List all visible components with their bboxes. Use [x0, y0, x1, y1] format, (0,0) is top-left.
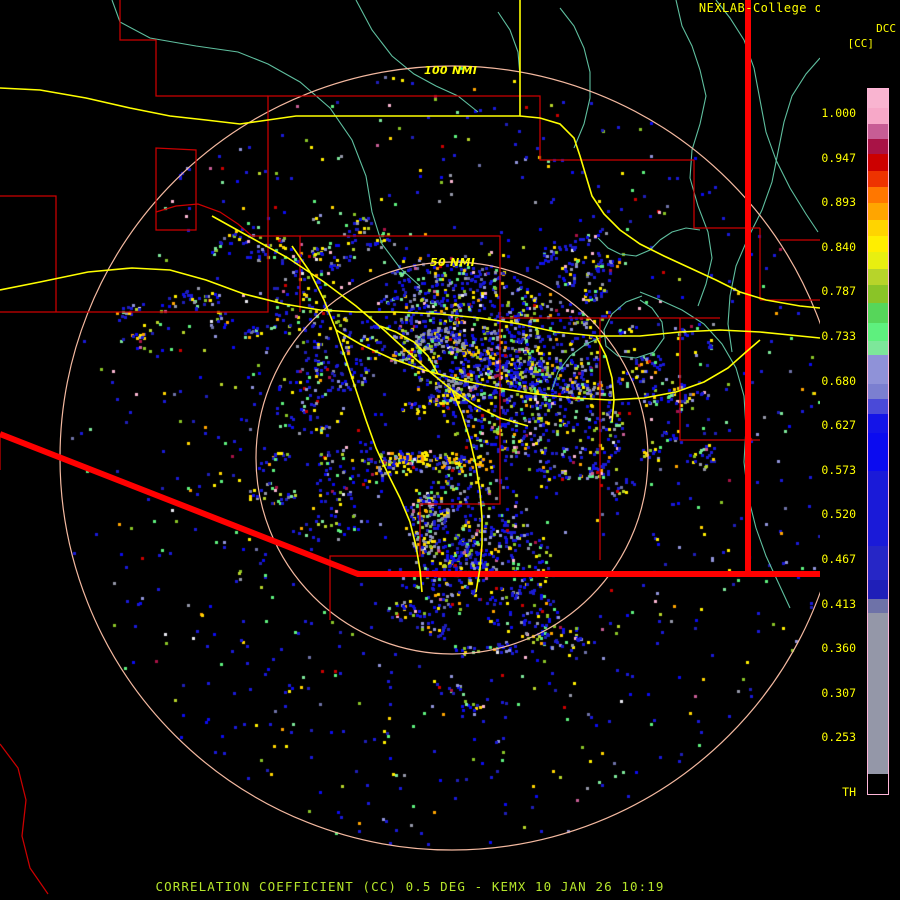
range-ring-50nmi [255, 261, 649, 655]
colorbar-segment-5 [868, 170, 888, 187]
colorbar-tick-0.733: 0.733 [821, 329, 856, 343]
colorbar-tick-0.413: 0.413 [821, 596, 856, 611]
colorbar-segment-13 [868, 302, 888, 323]
colorbar-segment-25 [868, 612, 888, 774]
international-border-layer [0, 431, 820, 577]
range-ring-100nmi [59, 65, 820, 851]
colorbar-segment-17 [868, 384, 888, 400]
colorbar-tick-0.360: 0.360 [821, 641, 856, 656]
colorbar-tick-0.840: 0.840 [821, 239, 856, 254]
colorbar-segment-19 [868, 414, 888, 434]
colorbar-segment-18 [868, 399, 888, 415]
colorbar-tick-1.000: 1.000 [821, 106, 856, 120]
product-caption: CORRELATION COEFFICIENT (CC) 0.5 DEG - K… [155, 879, 665, 894]
colorbar-segment-23 [868, 580, 888, 600]
colorbar-tick-0.627: 0.627 [821, 418, 856, 433]
us-mexico-border [0, 431, 820, 577]
colorbar-tick-0.467: 0.467 [821, 552, 856, 566]
colorbar-segment-12 [868, 284, 888, 303]
colorbar-segment-15 [868, 341, 888, 356]
map-geography-layer [0, 0, 820, 895]
colorbar-segment-11 [868, 268, 888, 285]
colorbar-segment-20 [868, 433, 888, 471]
colorbar-segment-26 [868, 773, 888, 794]
colorbar-threshold-label: TH [842, 785, 856, 799]
colorbar-gradient[interactable] [867, 88, 889, 795]
colorbar-tick-0.520: 0.520 [821, 507, 856, 522]
colorbar-segment-7 [868, 203, 888, 220]
colorbar-tick-0.893: 0.893 [821, 195, 856, 210]
colorbar-segment-22 [868, 546, 888, 581]
colorbar-tick-0.680: 0.680 [821, 373, 856, 388]
colorbar-segment-6 [868, 186, 888, 204]
range-ring-label-100nmi: 100 NMI [424, 64, 478, 77]
colorbar-segment-16 [868, 355, 888, 385]
county-border-layer [0, 0, 820, 895]
colorbar-segment-24 [868, 599, 888, 613]
colorbar-tick-0.947: 0.947 [821, 150, 856, 165]
colorbar-tick-0.787: 0.787 [821, 284, 856, 299]
highway-layer [0, 0, 820, 593]
map-viewport[interactable]: 100 NMI 50 NMI [0, 0, 820, 900]
range-ring-layer [59, 65, 820, 851]
colorbar-tick-0.307: 0.307 [821, 685, 856, 700]
range-ring-label-50nmi: 50 NMI [430, 256, 476, 269]
colorbar-units-label: [CC] [847, 37, 875, 50]
colorbar-segment-21 [868, 470, 888, 547]
colorbar-segment-10 [868, 252, 888, 269]
colorbar-product-code: DCC [876, 22, 896, 35]
colorbar-segment-0 [868, 89, 888, 108]
colorbar-segment-8 [868, 219, 888, 236]
colorbar-panel: DCC [CC] 1.000 0.947 0.893 0.840 0.787 0.733 0… [820, 0, 900, 900]
colorbar-segment-14 [868, 322, 888, 342]
colorbar-segment-1 [868, 107, 888, 125]
colorbar-tick-labels: 1.000 0.947 0.893 0.840 0.787 0.733 0.680 0.627… [820, 0, 900, 900]
colorbar-segment-3 [868, 139, 888, 155]
colorbar-segment-2 [868, 124, 888, 140]
colorbar-tick-0.573: 0.573 [821, 462, 856, 477]
colorbar-segment-9 [868, 235, 888, 253]
colorbar-tick-0.253: 0.253 [821, 730, 856, 745]
radar-echo-layer [0, 0, 820, 900]
colorbar-segment-4 [868, 154, 888, 171]
